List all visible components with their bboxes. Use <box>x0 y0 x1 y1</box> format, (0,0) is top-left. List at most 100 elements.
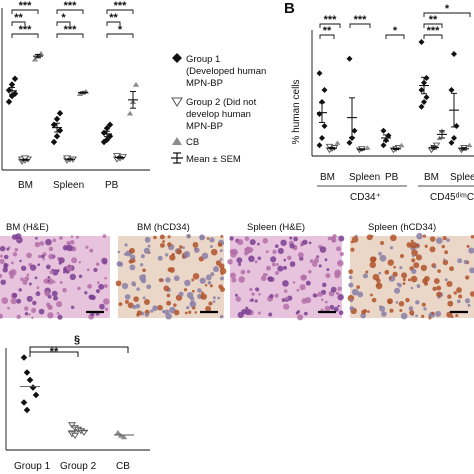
micrograph-cell <box>415 314 418 318</box>
micrograph-cell <box>213 266 220 273</box>
micrograph-cell <box>274 244 279 248</box>
panel-d-point-group1 <box>23 369 31 376</box>
panel-b-sig-bracket <box>319 23 341 28</box>
panel-d-point-group1 <box>20 399 28 406</box>
micrograph-cell <box>337 293 344 301</box>
micrograph-cell <box>34 276 38 280</box>
micrograph-cell <box>128 252 132 256</box>
micrograph-cell <box>192 273 200 280</box>
micrograph-cell <box>194 247 200 253</box>
micrograph-cell <box>411 268 417 274</box>
micrograph-cell <box>188 310 192 314</box>
micrograph-cell <box>356 285 360 289</box>
micrograph-cell <box>421 314 425 318</box>
micrograph-cell <box>191 289 195 293</box>
micrograph-cell <box>289 261 296 267</box>
panel-a-chart: ********************* BM Spleen PB <box>1 0 150 191</box>
micrograph-cell <box>282 280 289 287</box>
panel-a-sig-label: *** <box>114 0 128 12</box>
micrograph-cell <box>166 293 171 298</box>
micrograph-cell <box>0 279 6 285</box>
micrograph-cell <box>447 294 452 299</box>
micrograph-cell <box>189 296 195 301</box>
micrograph-cell <box>392 271 398 277</box>
micrograph-cell <box>309 259 314 264</box>
micrograph-cell <box>337 261 341 265</box>
micrograph-cell <box>3 262 8 267</box>
micrograph-cell <box>142 268 146 273</box>
micrograph-cell <box>251 292 255 296</box>
micrograph-cell <box>446 238 450 242</box>
panel-b-tick-spleen2: Splee <box>450 172 474 183</box>
micrograph-cell <box>70 239 75 245</box>
micrograph-cell <box>205 305 212 312</box>
micrograph-cell <box>337 304 340 308</box>
micrograph-cell <box>47 278 54 285</box>
micrograph-cell <box>458 294 463 299</box>
micrograph-cell <box>0 313 3 319</box>
micrograph-cell <box>411 258 416 263</box>
micrograph-cell <box>167 235 171 239</box>
micrograph-cell <box>182 246 185 249</box>
micrograph-cell <box>350 240 354 244</box>
micrograph-cell <box>157 304 163 311</box>
micrograph-cell <box>274 270 280 276</box>
micrograph-cell <box>388 276 392 280</box>
panel-a-sig-label: ** <box>109 12 118 24</box>
micrograph-cell <box>351 288 359 296</box>
micrograph-cell <box>42 258 45 261</box>
panel-a-point-group1 <box>106 121 114 128</box>
micrograph-cell <box>190 301 194 305</box>
micrograph-label-spleen-hcd34: Spleen (hCD34) <box>368 222 436 233</box>
micrograph-cell <box>129 247 135 254</box>
micrograph-cell <box>410 275 418 283</box>
micrograph-cell <box>205 274 212 281</box>
micrograph-cell <box>20 277 24 282</box>
micrograph-cell <box>297 252 304 259</box>
micrograph-cell <box>423 307 427 311</box>
micrograph-cell <box>238 262 242 266</box>
micrograph-cell <box>10 261 14 265</box>
micrograph-cell <box>199 277 206 284</box>
micrograph-cell <box>197 288 202 293</box>
panel-b-point-group1 <box>346 55 353 62</box>
micrograph-cell <box>167 242 172 247</box>
micrograph-cell <box>337 286 342 291</box>
micrograph-cell <box>164 309 170 315</box>
micrograph-cell <box>47 312 54 319</box>
micrograph-cell <box>338 310 344 316</box>
micrograph-cell <box>10 297 17 305</box>
micrograph-cell <box>78 274 83 279</box>
micrograph-cell <box>348 269 354 275</box>
micrograph-cell <box>357 291 364 298</box>
panel-a-point-group1 <box>5 87 13 94</box>
micrograph-cell <box>95 289 100 294</box>
panel-b-point-group1 <box>418 87 425 93</box>
micrograph-cell <box>52 269 59 276</box>
micrograph-cell <box>248 255 255 263</box>
micrograph-cell <box>284 296 289 301</box>
micrograph-cell <box>144 236 151 243</box>
micrograph-cell <box>238 276 245 283</box>
micrograph-cell <box>446 280 453 287</box>
micrograph-cell <box>435 237 443 245</box>
micrograph-cell <box>330 286 337 293</box>
micrograph-cell <box>136 310 142 316</box>
micrograph-cell <box>0 258 5 264</box>
micrograph-cell <box>124 243 128 247</box>
micrograph-cell <box>408 306 414 311</box>
micrograph-cell <box>376 278 381 283</box>
micrograph-cell <box>394 287 401 294</box>
micrograph-cell <box>227 259 233 265</box>
micrograph-cell <box>396 282 400 286</box>
micrograph-cell <box>464 298 471 304</box>
micrograph-cell <box>338 235 345 242</box>
micrograph-cell <box>209 284 213 288</box>
micrograph-cell <box>455 314 459 318</box>
micrograph-cell <box>59 281 63 284</box>
micrograph-cell <box>350 247 355 252</box>
micrograph-cell <box>183 250 191 258</box>
micrograph-cell <box>1 297 9 304</box>
panel-d-tick-group1: Group 1 <box>14 461 51 472</box>
micrograph-cell <box>26 252 32 259</box>
